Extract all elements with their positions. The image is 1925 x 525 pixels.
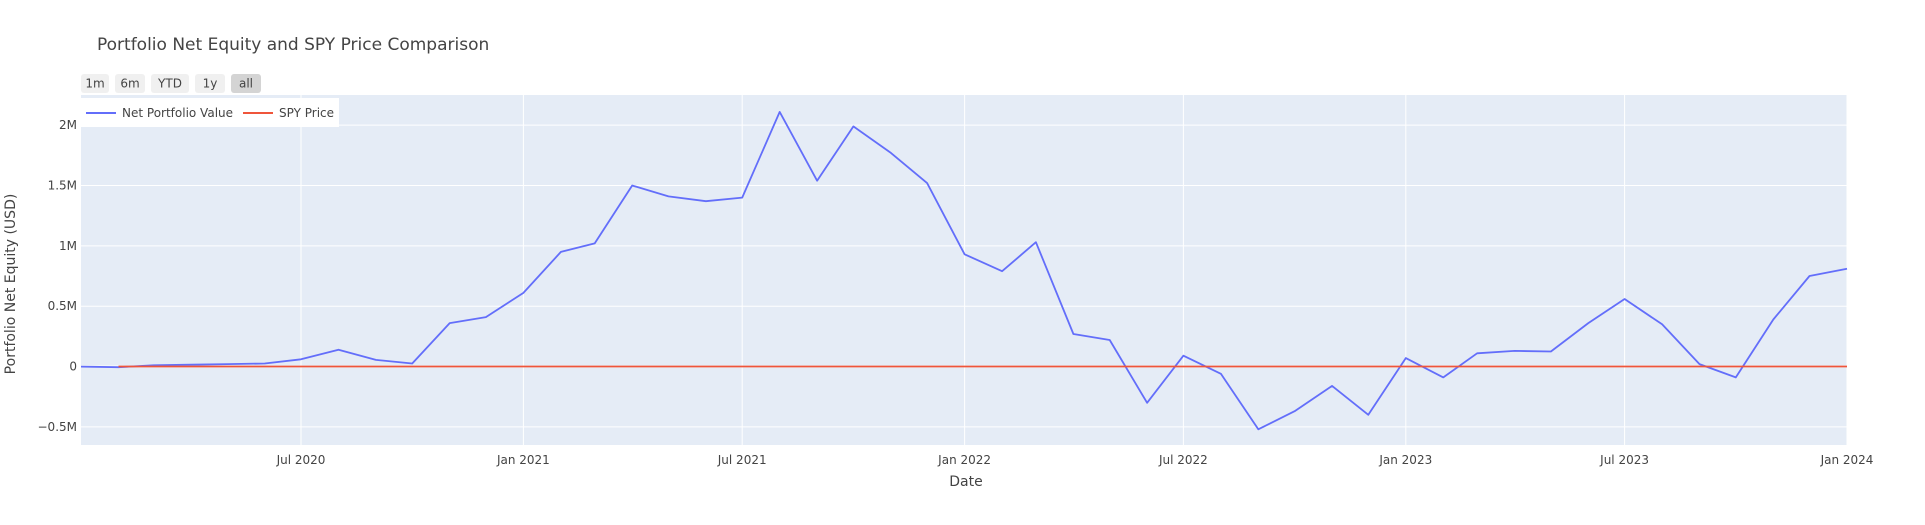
legend-box xyxy=(81,98,339,127)
range-button-background xyxy=(195,74,225,93)
x-axis-title: Date xyxy=(949,474,982,490)
x-axis-ticks: Jul 2020 Jan 2021 Jul 2021 Jan 2022 Jul 2022… xyxy=(276,453,1874,467)
range-button-background xyxy=(115,74,145,93)
series-lines xyxy=(80,111,1848,431)
range-button-6m[interactable]: 6m xyxy=(115,74,145,93)
chart-title: Portfolio Net Equity and SPY Price Compa… xyxy=(97,35,489,55)
range-button-background xyxy=(81,74,109,93)
range-button-1m[interactable]: 1m xyxy=(81,74,109,93)
range-button-ytd[interactable]: YTD xyxy=(151,74,189,93)
y-tick-label: 1.5M xyxy=(48,179,77,193)
y-tick-label: 0 xyxy=(69,360,77,374)
y-axis-ticks: −0.5M 0 0.5M 1M 1.5M 2M xyxy=(38,118,78,434)
range-button-label: all xyxy=(239,77,253,91)
x-tick-label: Jul 2020 xyxy=(276,453,326,467)
range-button-background xyxy=(151,74,189,93)
range-button-background xyxy=(231,74,261,93)
series-line-net-portfolio-value xyxy=(80,111,1848,431)
plot-area xyxy=(81,95,1847,445)
range-button-label: 1y xyxy=(203,77,218,91)
y-tick-label: 2M xyxy=(59,118,77,132)
legend: Net Portfolio Value SPY Price xyxy=(81,98,339,127)
y-tick-label: −0.5M xyxy=(38,420,78,434)
x-tick-label: Jul 2021 xyxy=(717,453,767,467)
range-button-1y[interactable]: 1y xyxy=(195,74,225,93)
range-button-label: YTD xyxy=(157,77,182,91)
y-tick-label: 0.5M xyxy=(48,299,77,313)
x-tick-label: Jul 2023 xyxy=(1599,453,1649,467)
x-tick-label: Jan 2022 xyxy=(937,453,991,467)
range-selector: 1m 6m YTD 1y all xyxy=(81,74,261,93)
range-button-all[interactable]: all xyxy=(231,74,261,93)
legend-item-label: Net Portfolio Value xyxy=(122,106,233,120)
range-button-label: 1m xyxy=(85,77,104,91)
y-tick-label: 1M xyxy=(59,239,77,253)
range-button-label: 6m xyxy=(120,77,139,91)
legend-item-label: SPY Price xyxy=(279,106,334,120)
y-axis-title: Portfolio Net Equity (USD) xyxy=(3,194,19,375)
x-tick-label: Jul 2022 xyxy=(1158,453,1208,467)
x-tick-label: Jan 2021 xyxy=(496,453,550,467)
x-tick-label: Jan 2023 xyxy=(1378,453,1432,467)
x-tick-label: Jan 2024 xyxy=(1820,453,1874,467)
